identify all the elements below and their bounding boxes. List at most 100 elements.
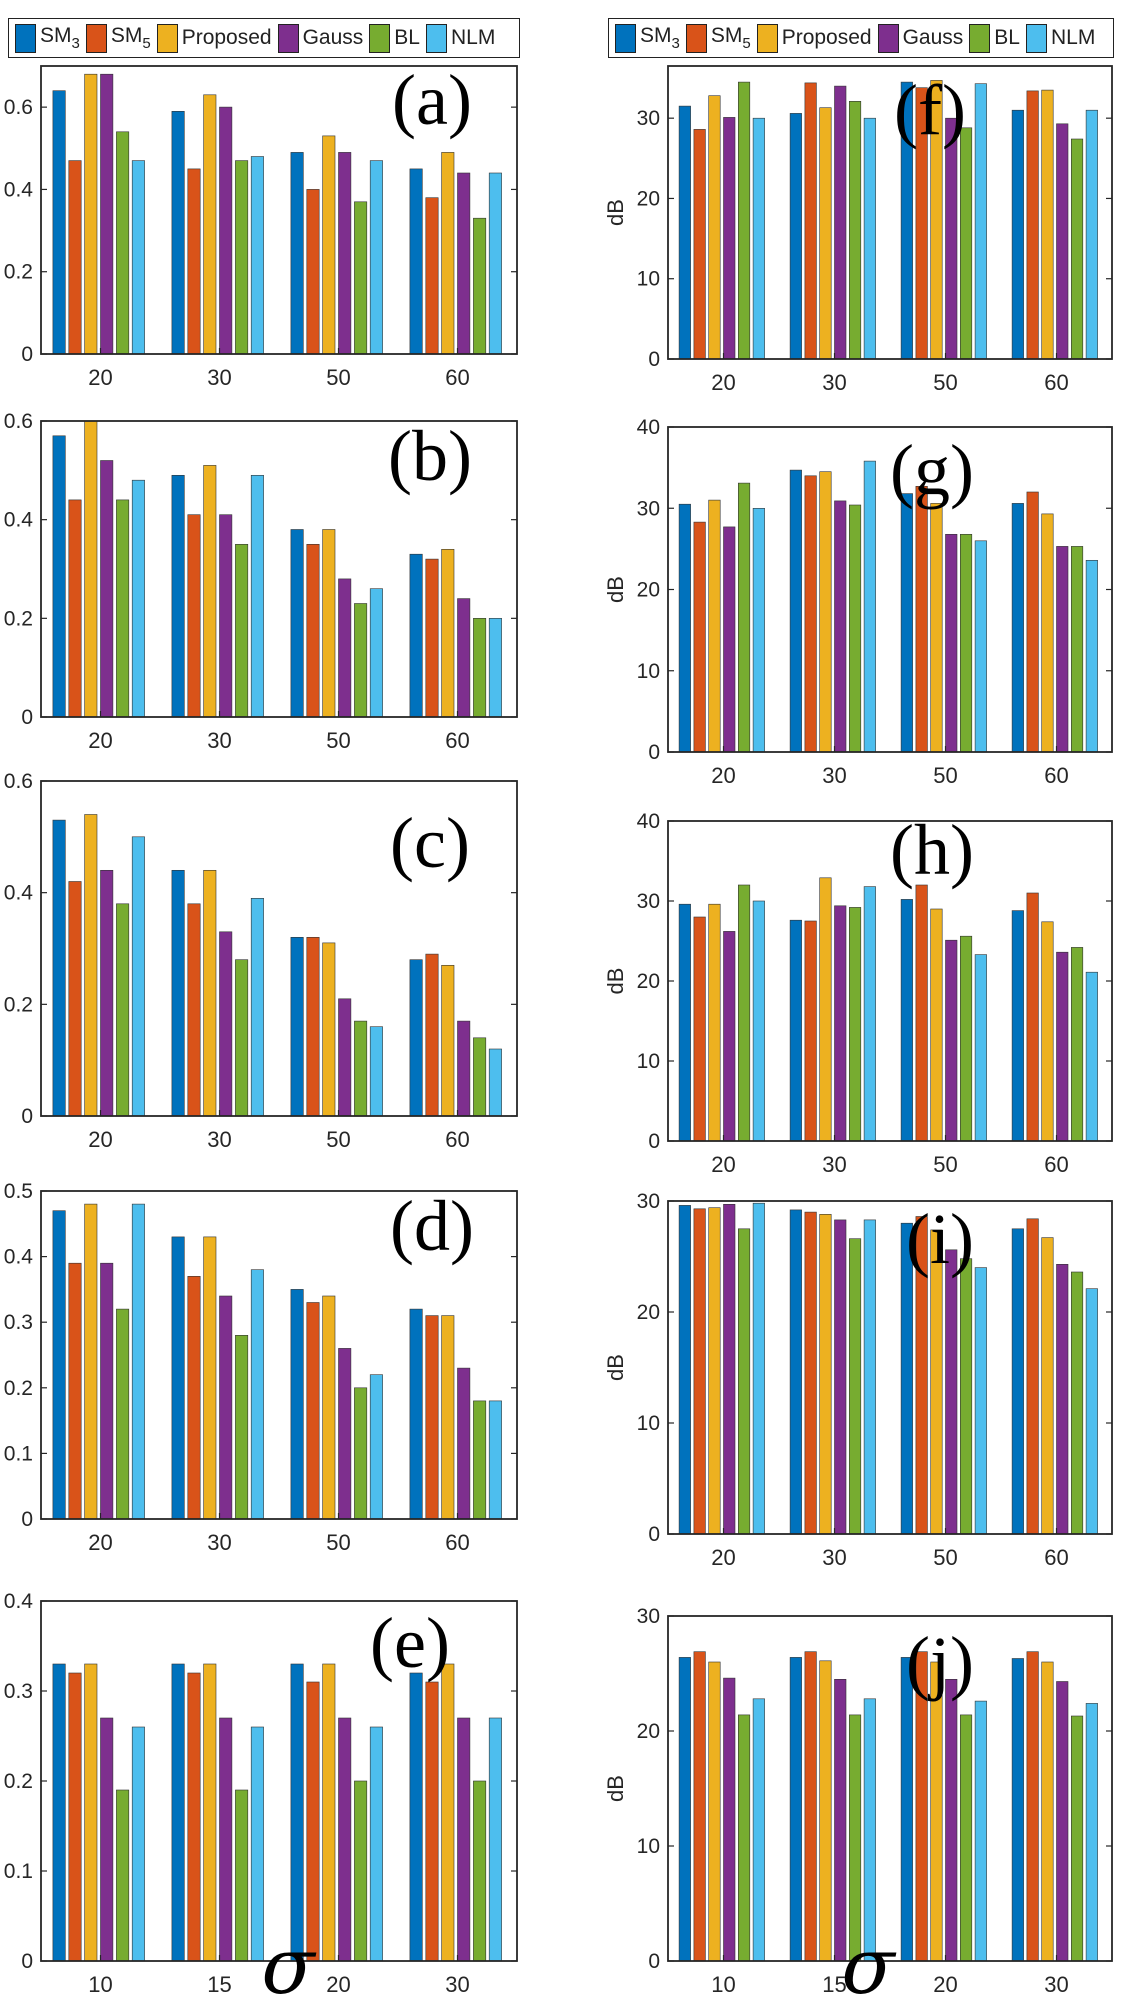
y-tick-label: 30	[637, 497, 660, 520]
bar-sm5-20	[68, 881, 82, 1117]
bar-sm3-10	[52, 1663, 66, 1962]
bar-nlm-60	[1085, 559, 1098, 753]
bar-proposed-20	[930, 1661, 943, 1962]
bar-sm5-20	[68, 1262, 82, 1520]
chart-panel-j: 0 10 20 30 10 15 20 30 dB (j)	[603, 1605, 1113, 1997]
bar-nlm-50	[974, 540, 987, 753]
bar-gauss-20	[945, 1679, 958, 1962]
bar-nlm-50	[369, 588, 383, 718]
bar-bl-60	[1071, 1271, 1084, 1535]
bar-sm5-50	[306, 1302, 320, 1520]
x-tick-label: 50	[326, 1530, 350, 1555]
bar-proposed-60	[441, 152, 455, 355]
chart-panel-a: 0 0.2 0.4 0.6 20 30 50 60 (a)	[4, 60, 518, 390]
plot-frame	[667, 65, 1113, 360]
y-tick-label: 0.4	[4, 882, 34, 905]
y-tick-label: 30	[637, 1605, 660, 1628]
panel-label: (f)	[894, 70, 966, 150]
y-tick-label: 0.2	[4, 1377, 33, 1400]
bar-nlm-50	[974, 1267, 987, 1535]
bar-gauss-30	[834, 500, 847, 753]
legend-label: Proposed	[181, 26, 272, 49]
y-tick-label: 0.3	[4, 1680, 33, 1703]
bar-nlm-50	[369, 1026, 383, 1117]
panel-label: (d)	[390, 1186, 474, 1266]
bar-proposed-20	[708, 1207, 721, 1535]
bar-sm3-60	[409, 959, 423, 1117]
bar-sm3-30	[171, 1236, 185, 1520]
bar-nlm-20	[752, 117, 765, 360]
bar-proposed-20	[708, 903, 721, 1142]
bar-gauss-20	[723, 526, 736, 753]
bar-sm3-20	[678, 1205, 691, 1535]
x-tick-label: 20	[711, 1545, 735, 1570]
panel-label: (c)	[390, 803, 470, 883]
panel-label: (g)	[890, 430, 974, 510]
bar-proposed-30	[1041, 1661, 1054, 1962]
x-tick-label: 30	[822, 1545, 846, 1570]
bar-bl-20	[737, 1228, 751, 1535]
bar-nlm-30	[863, 1219, 876, 1535]
bar-sm3-50	[290, 529, 304, 718]
bar-gauss-30	[219, 514, 233, 718]
legend-items: SM3 SM5 Proposed Gauss BL NLM	[15, 23, 501, 53]
bar-sm3-50	[290, 152, 304, 355]
bar-nlm-30	[863, 886, 876, 1142]
bar-gauss-15	[219, 1717, 233, 1962]
bar-sm5-20	[68, 499, 82, 718]
bar-sm3-30	[789, 1209, 802, 1535]
bar-gauss-30	[834, 85, 847, 360]
legend-swatch	[1025, 23, 1047, 53]
legend-item-proposed: Proposed	[756, 23, 872, 53]
bar-bl-60	[473, 617, 487, 718]
y-axis-label: dB	[603, 1354, 628, 1381]
y-tick-label: 0	[21, 706, 33, 729]
x-tick-label: 60	[445, 365, 469, 390]
y-tick-label: 10	[637, 1050, 660, 1073]
y-tick-label: 0	[21, 1105, 33, 1128]
bar-sm5-30	[187, 903, 201, 1117]
bar-gauss-50	[338, 998, 352, 1117]
bar-sm3-50	[900, 899, 913, 1142]
bar-sm5-60	[1026, 90, 1039, 360]
bar-nlm-30	[250, 897, 264, 1117]
bar-sm3-60	[409, 553, 423, 718]
bar-sm5-50	[915, 485, 928, 753]
plot-frame	[40, 1190, 518, 1520]
bar-gauss-60	[1056, 1264, 1069, 1535]
bar-gauss-20	[723, 931, 736, 1142]
chart-panel-b: 0 0.2 0.4 0.6 20 30 50 60 (b)	[4, 410, 518, 753]
bar-sm3-50	[290, 1289, 304, 1520]
legend-swatch	[685, 23, 707, 53]
legend-swatch	[369, 23, 391, 53]
legend-subscript: 5	[142, 35, 151, 52]
bar-sm3-50	[290, 936, 304, 1117]
bar-sm5-50	[915, 884, 928, 1142]
panel-label: (b)	[388, 416, 472, 496]
bar-gauss-50	[945, 117, 958, 360]
bar-gauss-30	[219, 1295, 233, 1520]
x-tick-label: 30	[207, 365, 231, 390]
y-tick-label: 10	[637, 660, 660, 683]
bar-sm5-20	[693, 1208, 706, 1535]
bar-gauss-50	[945, 939, 958, 1142]
legend-item-gauss: Gauss	[877, 23, 963, 53]
bar-gauss-50	[338, 152, 352, 355]
bar-nlm-60	[1085, 971, 1098, 1142]
y-tick-label: 0.1	[4, 1860, 33, 1883]
y-axis-label: dB	[603, 576, 628, 603]
bar-sm3-15	[789, 1657, 802, 1962]
bar-sm3-30	[171, 111, 185, 355]
y-tick-label: 40	[637, 810, 660, 833]
bar-sm3-30	[409, 1672, 423, 1962]
x-tick-label: 60	[445, 1127, 469, 1152]
bar-gauss-60	[457, 172, 471, 355]
y-tick-label: 0	[21, 1950, 33, 1973]
x-tick-label: 50	[933, 1545, 957, 1570]
bar-proposed-50	[322, 135, 336, 355]
bar-proposed-50	[930, 908, 943, 1142]
x-tick-label: 20	[933, 1972, 957, 1997]
x-tick-label: 30	[822, 370, 846, 395]
y-axis-label: dB	[603, 968, 628, 995]
bar-gauss-60	[457, 598, 471, 718]
